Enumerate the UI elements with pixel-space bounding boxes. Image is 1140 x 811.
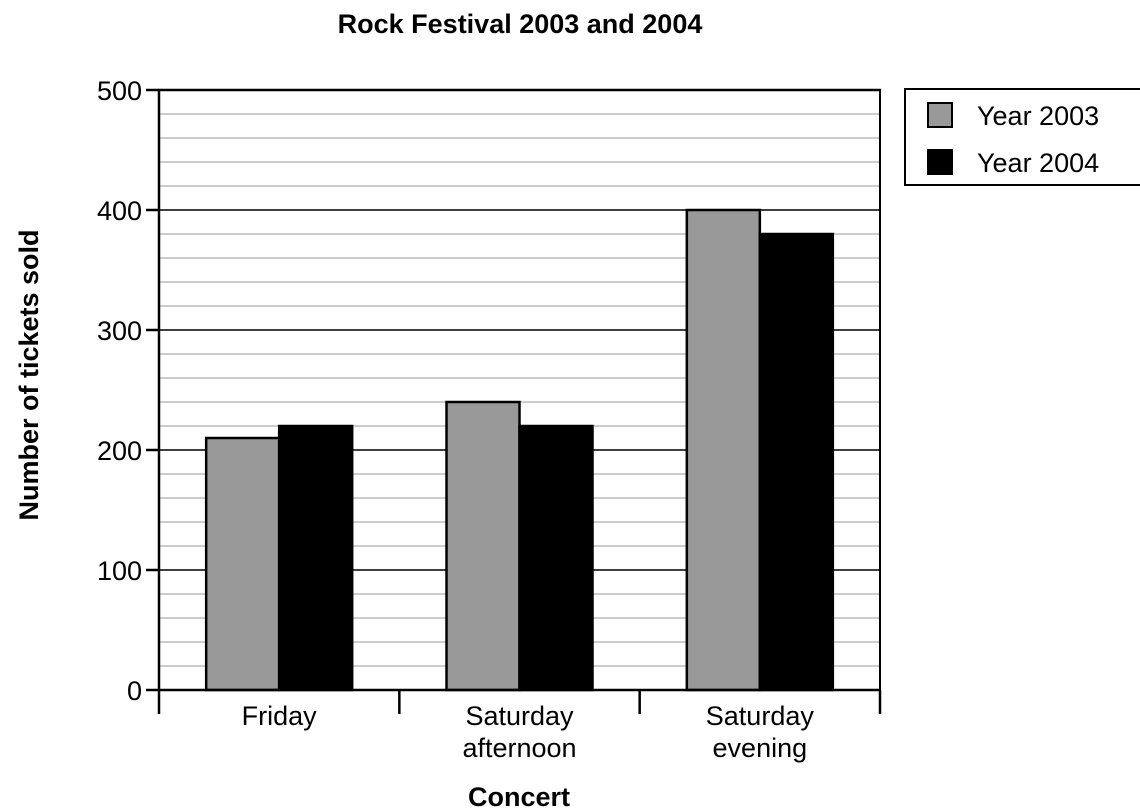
bar-year-2004-2 xyxy=(758,232,835,692)
y-tick-label: 100 xyxy=(97,556,142,586)
bar-year-2003-1 xyxy=(445,400,521,692)
x-tick-label-line: Saturday xyxy=(706,701,815,731)
x-tick-label-line: Saturday xyxy=(465,701,574,731)
y-tick-label: 300 xyxy=(97,316,142,346)
axes xyxy=(146,88,882,714)
legend-swatch-1 xyxy=(927,149,953,175)
bar-year-2004-1 xyxy=(518,424,594,692)
x-tick-label-line: evening xyxy=(713,733,808,763)
x-axis-title: Concert xyxy=(468,782,570,811)
x-tick-label: Saturday evening xyxy=(706,701,815,763)
legend-swatch-0 xyxy=(927,102,953,128)
y-tick-label: 400 xyxy=(97,196,142,226)
y-tick-label: 0 xyxy=(127,676,142,706)
legend-label-0: Year 2003 xyxy=(977,101,1099,131)
y-tick-label: 200 xyxy=(97,436,142,466)
chart-title: Rock Festival 2003 and 2004 xyxy=(338,9,703,39)
bars xyxy=(204,208,835,692)
legend: Year 2003 Year 2004 xyxy=(904,88,1140,186)
bar-year-2004-0 xyxy=(277,424,354,692)
x-tick-label: Saturday afternoon xyxy=(462,701,576,763)
legend-label-1: Year 2004 xyxy=(977,148,1099,178)
bar-year-2003-2 xyxy=(685,208,762,692)
x-tick-label-line: Friday xyxy=(242,701,318,731)
y-tick-label: 500 xyxy=(97,76,142,106)
x-tick-label-line: afternoon xyxy=(462,733,576,763)
x-tick-label: Friday xyxy=(242,701,318,731)
bar-year-2003-0 xyxy=(204,436,281,692)
y-axis-title: Number of tickets sold xyxy=(14,229,44,520)
